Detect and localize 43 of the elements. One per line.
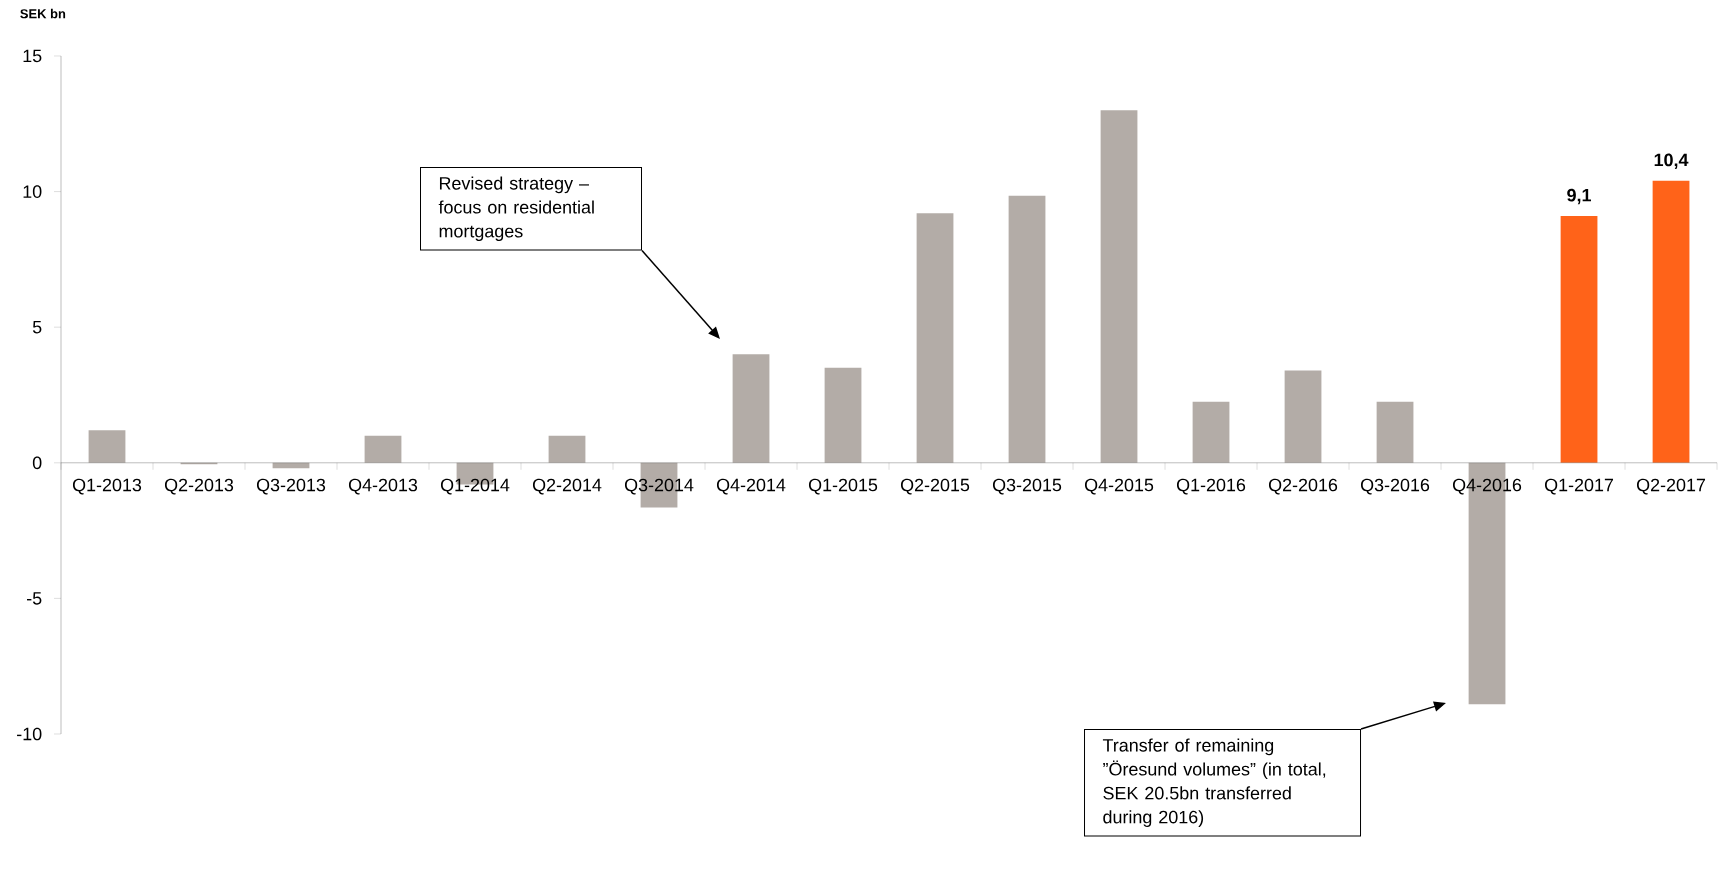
bar: [548, 435, 586, 463]
y-tick-label: 15: [23, 49, 42, 63]
bar: [1100, 110, 1138, 463]
bar: [1284, 370, 1322, 463]
y-tick-label: 5: [32, 320, 42, 334]
bar: [1192, 401, 1230, 463]
x-tick-label: Q3-2013: [256, 478, 326, 495]
x-tick-label: Q4-2014: [716, 478, 786, 495]
x-tick-label: Q4-2013: [348, 478, 418, 495]
bar: [1652, 180, 1690, 463]
y-tick-label: 10: [23, 185, 42, 198]
y-tick-label: -5: [27, 592, 42, 605]
x-tick-label: Q4-2016: [1452, 478, 1522, 495]
x-tick-label: Q2-2013: [164, 478, 234, 495]
x-tick-label: Q4-2015: [1084, 478, 1154, 495]
bar: [364, 435, 402, 463]
x-tick-label: Q1-2015: [808, 478, 878, 495]
x-tick-label: Q1-2014: [440, 478, 510, 495]
data-label: 9,1: [1567, 188, 1592, 205]
x-tick-label: Q1-2013: [72, 478, 142, 495]
bar: [732, 354, 770, 463]
y-tick-label: 0: [32, 456, 42, 470]
data-label: 10,4: [1654, 153, 1689, 169]
bar: [272, 462, 310, 469]
bar: [88, 430, 126, 463]
x-tick-label: Q1-2017: [1544, 478, 1614, 495]
x-tick-label: Q3-2015: [992, 478, 1062, 495]
x-tick-label: Q2-2015: [900, 478, 970, 495]
annotation: Revised strategy – focus on residential mortgages: [438, 176, 594, 242]
x-tick-label: Q3-2014: [624, 478, 694, 495]
y-axis-title: SEK bn: [20, 8, 66, 19]
text: Transfer of remaining ”Öresund volumes” (in total, SEK 20.5bn transferred during 2016): [1102, 738, 1326, 827]
x-tick-label: Q1-2016: [1176, 478, 1246, 495]
x-tick-label: Q3-2016: [1360, 478, 1430, 495]
x-tick-label: Q2-2016: [1268, 478, 1338, 495]
bar: [824, 367, 862, 463]
bar: [1560, 215, 1598, 463]
bar: [1376, 401, 1414, 463]
x-tick-label: Q2-2014: [532, 478, 602, 495]
y-tick-label: -10: [17, 727, 42, 741]
x-tick-label: Q2-2017: [1636, 478, 1706, 495]
bar: [1008, 195, 1046, 463]
bar: [916, 213, 954, 463]
